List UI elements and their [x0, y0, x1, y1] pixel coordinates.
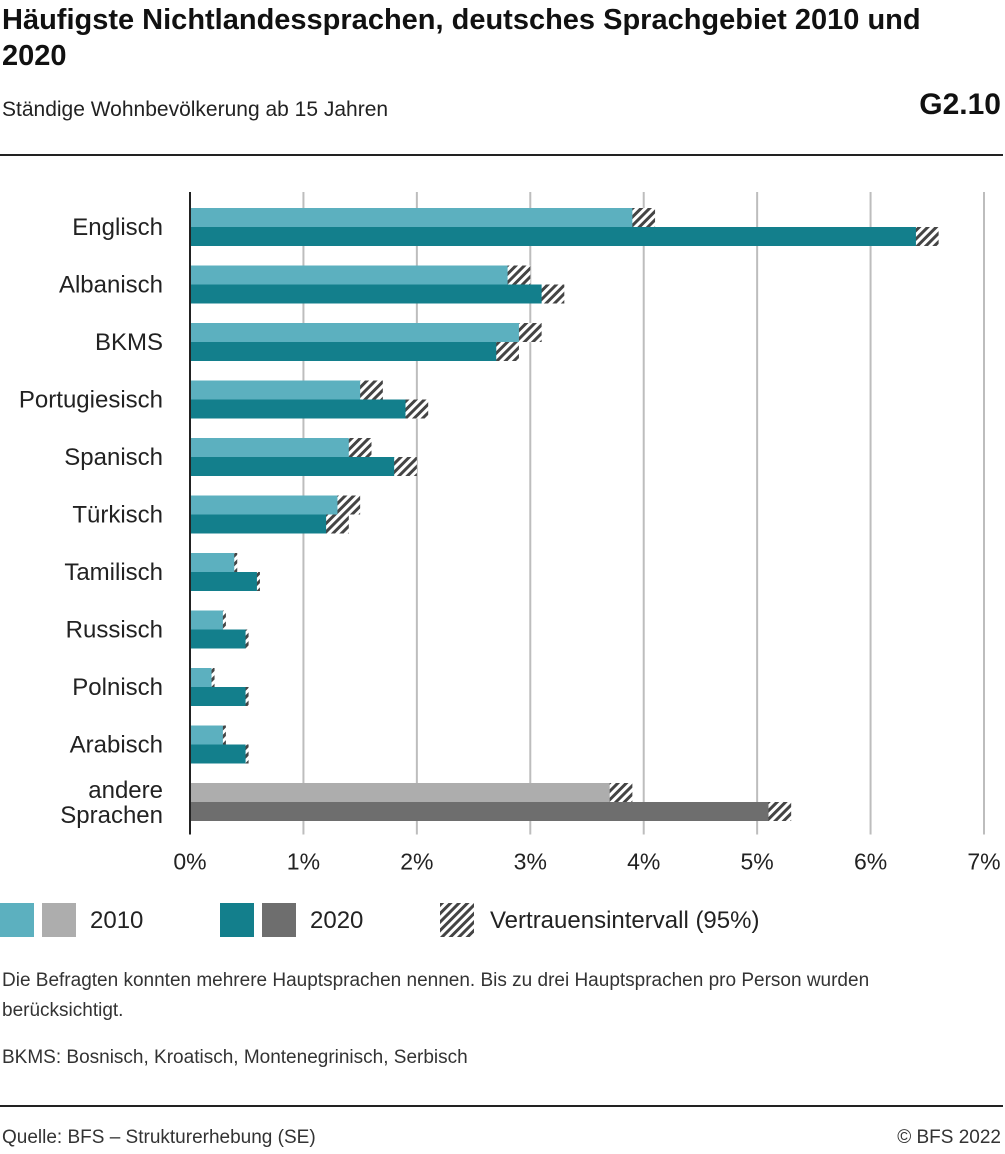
legend-swatch-2020-teal — [220, 903, 254, 937]
bar-2010 — [190, 553, 236, 572]
ci-2020 — [915, 227, 939, 246]
chart-code: G2.10 — [919, 88, 1001, 121]
legend-swatch-2020-grey — [262, 903, 296, 937]
x-tick-label: 7% — [967, 849, 1000, 875]
category-label: Albanisch — [59, 272, 163, 299]
bar-2010 — [190, 380, 372, 400]
ci-2010 — [222, 725, 226, 745]
category-label: Türkisch — [72, 502, 163, 529]
category-label: Russisch — [66, 617, 163, 644]
category-label: Portugiesisch — [19, 387, 163, 414]
bar-chart: 0% 1% 2% 3% 4% 5% 6% 7% Englisch Albanisch BKMS Por… — [19, 192, 1001, 875]
legend-label-2010: 2010 — [90, 907, 144, 934]
ci-2020 — [245, 629, 249, 649]
bar-2020 — [190, 514, 338, 534]
ci-2020 — [405, 399, 429, 419]
chart-subtitle: Ständige Wohnbevölkerung ab 15 Jahren — [2, 98, 389, 121]
ci-2020 — [245, 744, 249, 764]
ci-2020 — [496, 342, 519, 361]
copyright-text: © BFS 2022 — [897, 1127, 1001, 1148]
legend-label-2020: 2020 — [310, 907, 364, 934]
bar-2010 — [190, 668, 213, 687]
x-tick-label: 3% — [514, 849, 547, 875]
category-label: Arabisch — [70, 732, 163, 759]
legend-swatch-2010-teal — [0, 903, 34, 937]
bar-2010 — [190, 495, 349, 515]
ci-2020 — [768, 802, 792, 821]
x-tick-label: 4% — [627, 849, 660, 875]
bar-2010 — [190, 610, 225, 630]
ci-2010 — [211, 668, 215, 687]
bar-2010 — [190, 725, 225, 745]
bar-2020 — [190, 457, 406, 476]
ci-2020 — [256, 572, 260, 591]
category-label: Polnisch — [72, 674, 163, 701]
bar-2010 — [190, 265, 519, 285]
bar-2010 — [190, 438, 361, 457]
header-divider — [0, 154, 1003, 156]
ci-2010 — [222, 610, 226, 630]
note-multiple-languages: Die Befragten konnten mehrere Hauptsprac… — [2, 970, 870, 1021]
ci-2010 — [234, 553, 238, 572]
legend: 2010 2020 Vertrauensintervall (95%) — [0, 903, 1003, 939]
x-tick-label: 6% — [854, 849, 887, 875]
ci-2010 — [507, 265, 531, 285]
source-text: Quelle: BFS – Strukturerhebung (SE) — [2, 1127, 316, 1148]
bar-2020 — [190, 802, 780, 821]
note-bkms: BKMS: Bosnisch, Kroatisch, Montenegrinis… — [2, 1047, 468, 1068]
chart-title: Häufigste Nichtlandessprachen, deutsches… — [2, 4, 921, 72]
category-label: BKMS — [95, 329, 163, 356]
legend-label-ci: Vertrauensintervall (95%) — [490, 907, 760, 934]
category-label: Tamilisch — [64, 559, 163, 586]
bar-2020 — [190, 687, 247, 706]
ci-2010 — [632, 208, 656, 227]
footer-divider — [0, 1105, 1003, 1107]
bar-2020 — [190, 572, 259, 591]
bar-2010 — [190, 323, 531, 342]
category-label: andere Sprachen — [60, 777, 163, 829]
bar-2020 — [190, 629, 247, 649]
bar-2010 — [190, 208, 644, 227]
x-tick-label: 0% — [173, 849, 206, 875]
ci-2020 — [245, 687, 249, 706]
x-tick-label: 2% — [400, 849, 433, 875]
bar-2020 — [190, 227, 928, 246]
ci-2010 — [518, 323, 542, 342]
legend-swatch-ci — [440, 903, 474, 937]
x-tick-label: 5% — [741, 849, 774, 875]
legend-swatch-2010-grey — [42, 903, 76, 937]
bar-2010 — [190, 783, 622, 802]
ci-2020 — [326, 514, 349, 534]
x-tick-label: 1% — [287, 849, 320, 875]
bar-2020 — [190, 399, 417, 419]
category-label: Englisch — [72, 214, 163, 241]
ci-2020 — [394, 457, 417, 476]
ci-2010 — [348, 438, 372, 457]
ci-2010 — [360, 380, 383, 400]
ci-2010 — [337, 495, 361, 515]
bar-2020 — [190, 744, 247, 764]
bar-2020 — [190, 284, 553, 304]
bar-2020 — [190, 342, 508, 361]
ci-2020 — [541, 284, 565, 304]
category-label: Spanisch — [64, 444, 163, 471]
ci-2010 — [609, 783, 633, 802]
